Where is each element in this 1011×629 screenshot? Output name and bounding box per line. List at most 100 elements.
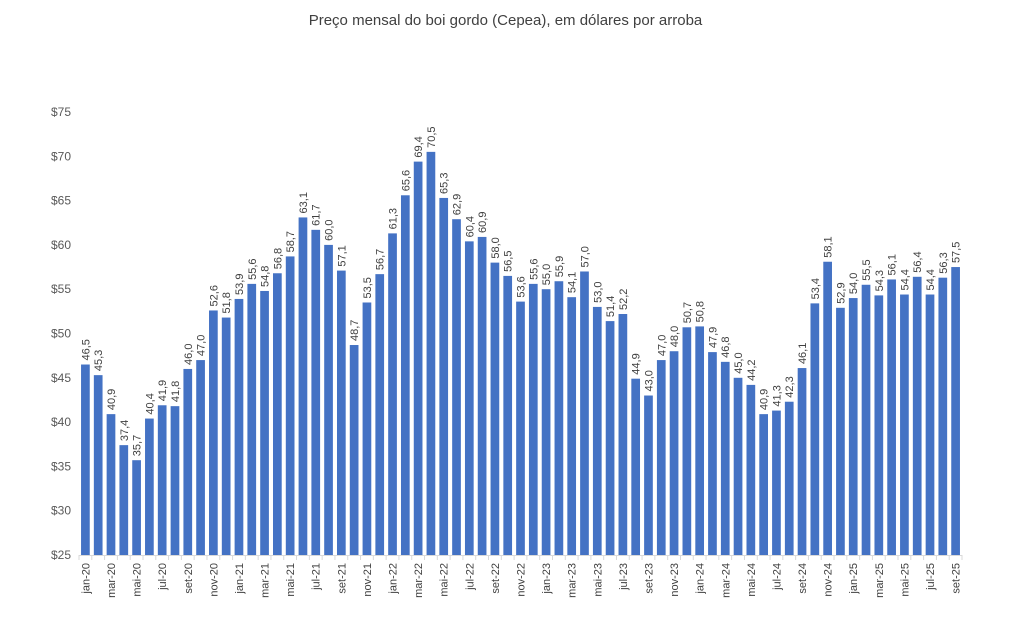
- x-tick-label: mai-23: [592, 563, 604, 597]
- bar: [362, 302, 372, 555]
- data-label: 60,0: [324, 219, 336, 240]
- data-label: 48,0: [669, 326, 681, 347]
- data-label: 54,4: [925, 269, 937, 290]
- bar: [132, 460, 141, 555]
- bar: [375, 274, 385, 555]
- bar: [490, 262, 500, 555]
- data-label: 52,6: [208, 285, 220, 306]
- data-label: 45,3: [93, 350, 105, 371]
- bar: [874, 295, 884, 555]
- bar: [823, 261, 832, 555]
- y-tick-label: $45: [51, 371, 71, 385]
- data-label: 43,0: [643, 370, 655, 391]
- bar: [554, 281, 564, 555]
- bar: [311, 229, 321, 555]
- data-label: 60,4: [464, 216, 476, 237]
- bar: [336, 270, 346, 555]
- x-tick-label: jan-23: [541, 563, 553, 595]
- data-label: 37,4: [119, 420, 131, 441]
- bar: [605, 321, 615, 555]
- bar: [324, 244, 333, 555]
- bar: [477, 236, 487, 555]
- data-label: 40,9: [759, 389, 771, 410]
- bar: [567, 297, 577, 555]
- data-label: 58,7: [285, 231, 297, 252]
- x-tick-label: jul-23: [618, 563, 630, 591]
- data-label: 54,3: [874, 270, 886, 291]
- bar: [772, 410, 781, 555]
- data-label: 69,4: [413, 136, 425, 157]
- bar: [247, 283, 257, 555]
- chart-title: Preço mensal do boi gordo (Cepea), em dó…: [308, 12, 703, 29]
- data-label: 52,2: [618, 289, 630, 310]
- bar: [656, 360, 666, 555]
- bar: [784, 401, 794, 555]
- bar: [273, 273, 282, 555]
- data-labels: 46,5 45,340,937,435,740,441,9 41,846,0 47,0…: [80, 126, 962, 456]
- data-label: 47,0: [656, 335, 668, 356]
- bar: [464, 241, 474, 555]
- data-label: 70,5: [426, 126, 438, 147]
- x-tick-label: nov-23: [669, 563, 681, 597]
- x-tick-label: nov-22: [516, 563, 528, 597]
- y-axis: $25 $30 $35 $40 $45 $50 $55 $60 $65 $70 $75: [51, 105, 71, 562]
- data-label: 56,8: [272, 248, 284, 269]
- y-tick-label: $35: [51, 459, 71, 473]
- bar: [541, 289, 551, 555]
- data-label: 54,0: [848, 273, 860, 294]
- bar: [682, 327, 692, 555]
- bar: [209, 310, 218, 555]
- x-tick-label: jan-24: [695, 563, 707, 595]
- bar: [810, 303, 820, 555]
- x-tick-label: mai-22: [439, 563, 451, 597]
- data-label: 41,8: [170, 381, 182, 402]
- bar: [260, 290, 269, 555]
- bar: [528, 283, 538, 555]
- bar: [413, 161, 423, 555]
- bar: [81, 364, 90, 555]
- data-label: 51,4: [605, 296, 617, 317]
- x-tick-label: mar-22: [413, 563, 425, 598]
- bar: [145, 418, 154, 555]
- bar: [644, 395, 653, 555]
- bar: [669, 351, 679, 555]
- x-tick-label: set-24: [797, 563, 809, 594]
- x-axis: jan-20 mar-20 mai-20 jul-20 set-20 nov-20 jan-…: [78, 555, 963, 598]
- bar: [388, 233, 397, 555]
- bar: [285, 256, 295, 555]
- data-label: 41,3: [771, 385, 783, 406]
- data-label: 53,4: [810, 278, 822, 299]
- x-tick-label: set-21: [336, 563, 348, 594]
- data-label: 57,0: [579, 246, 591, 267]
- data-label: 62,9: [452, 194, 464, 215]
- data-label: 46,1: [797, 343, 809, 364]
- bar: [592, 306, 602, 555]
- x-tick-label: jul-20: [157, 563, 169, 591]
- data-label: 54,4: [899, 269, 911, 290]
- data-label: 47,0: [196, 335, 208, 356]
- x-tick-label: nov-21: [362, 563, 374, 597]
- data-label: 44,9: [631, 353, 643, 374]
- bar: [157, 405, 167, 555]
- x-tick-label: jan-22: [388, 563, 400, 595]
- data-label: 52,9: [835, 282, 847, 303]
- data-label: 61,7: [311, 204, 323, 225]
- x-tick-label: set-20: [183, 563, 195, 594]
- y-tick-label: $75: [51, 105, 71, 119]
- data-label: 40,9: [106, 389, 118, 410]
- data-label: 55,6: [247, 258, 259, 279]
- y-tick-label: $40: [51, 415, 71, 429]
- data-label: 54,1: [567, 272, 579, 293]
- bar: [925, 294, 935, 555]
- data-label: 47,9: [707, 327, 719, 348]
- data-label: 57,1: [336, 245, 348, 266]
- bar: [170, 406, 180, 555]
- data-label: 41,9: [157, 380, 169, 401]
- data-label: 56,4: [912, 251, 924, 272]
- data-label: 46,5: [80, 339, 92, 360]
- bar: [516, 301, 525, 555]
- data-label: 56,5: [503, 250, 515, 271]
- data-label: 60,9: [477, 212, 489, 233]
- data-label: 61,3: [388, 208, 400, 229]
- data-label: 35,7: [132, 435, 144, 456]
